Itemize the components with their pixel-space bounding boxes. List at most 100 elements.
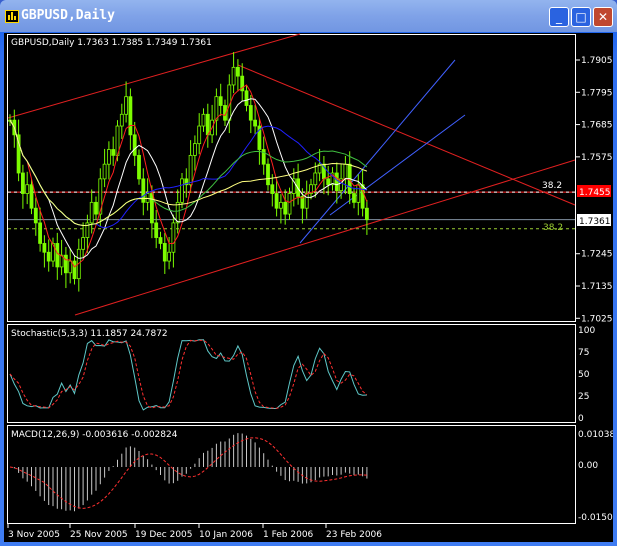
main-pane-label: GBPUSD,Daily 1.7363 1.7385 1.7349 1.7361 (11, 38, 212, 48)
close-button[interactable]: ✕ (593, 7, 613, 27)
candle-body (184, 178, 189, 186)
candle-body (304, 193, 309, 209)
candle-body (59, 254, 64, 268)
candle-body (107, 149, 111, 165)
candle-body (244, 90, 249, 106)
trend-line (237, 64, 576, 206)
candle-body (162, 243, 167, 262)
candle-body (313, 172, 318, 186)
candle-body (235, 66, 240, 77)
candle-body (326, 178, 331, 186)
macd-tick-label: 0.01038 (578, 430, 613, 440)
candle-body (102, 163, 107, 180)
candle-body (253, 119, 258, 127)
candle-body (33, 207, 38, 224)
stochastic-signal-line (9, 339, 368, 409)
trend-line (7, 33, 301, 119)
candle-body (158, 237, 163, 244)
candle-body (154, 222, 159, 238)
title-bar[interactable]: GBPUSD,Daily _ □ ✕ (0, 0, 617, 32)
chart-area[interactable]: GBPUSD,Daily 1.7363 1.7385 1.7349 1.7361… (4, 33, 613, 542)
candle-body (72, 260, 77, 280)
candle-body (283, 201, 288, 215)
time-tick-label: 25 Nov 2005 (70, 530, 128, 540)
candle-body (175, 201, 180, 224)
candle-body (167, 251, 172, 262)
candle-body (201, 113, 206, 127)
candle-body (149, 193, 154, 224)
candle-body (64, 254, 68, 274)
main-pane-border (7, 34, 576, 322)
stoch-pane-label: Stochastic(5,3,3) 11.1857 24.7872 (11, 329, 168, 339)
candle-body (128, 96, 133, 136)
candle-body (231, 66, 236, 86)
price-tick-label: 1.7575 (581, 153, 613, 163)
stoch-tick-label: 25 (578, 392, 589, 402)
candle-body (42, 243, 47, 253)
minimize-button[interactable]: _ (549, 7, 569, 27)
candle-body (274, 193, 279, 209)
candle-body (257, 125, 262, 150)
candle-body (55, 243, 60, 268)
line-price-marker (577, 185, 611, 197)
candle-body (81, 237, 85, 250)
price-tick-label: 1.7685 (581, 121, 613, 131)
candle-body (352, 193, 356, 203)
candle-body (68, 260, 73, 274)
candle-body (278, 201, 283, 209)
candle-body (300, 196, 305, 209)
candle-body (192, 143, 197, 156)
candle-body (334, 172, 339, 192)
candle-body (180, 178, 184, 203)
price-tick-label: 1.7795 (581, 88, 613, 98)
macd-pane-border (7, 425, 576, 524)
candle-body (261, 149, 266, 165)
candle-body (51, 243, 55, 262)
price-tick-label: 1.7245 (581, 250, 613, 260)
candle-body (38, 222, 42, 244)
current-price: 1.7361 (579, 217, 611, 227)
candle-body (317, 163, 322, 174)
channel-line (299, 59, 456, 244)
candle-body (98, 178, 103, 215)
price-tick-label: 1.7905 (581, 56, 613, 66)
candle-body (89, 201, 94, 224)
current-price-marker (577, 214, 611, 226)
candle-body (309, 184, 313, 194)
time-tick-label: 23 Feb 2006 (326, 530, 382, 540)
candle-body (141, 178, 146, 203)
price-tick-label: 1.7135 (581, 282, 613, 292)
moving-average-55 (9, 119, 368, 227)
moving-average-5 (9, 84, 368, 268)
candle-body (188, 154, 193, 186)
fib-label-upper: 38.2 (542, 181, 562, 191)
candle-body (287, 193, 292, 215)
candle-body (240, 75, 245, 92)
candle-body (111, 149, 116, 156)
window-title: GBPUSD,Daily (21, 8, 115, 23)
macd-tick-label: 0.00 (578, 461, 598, 471)
candle-body (132, 134, 137, 156)
candle-body (248, 105, 253, 121)
moving-average-10 (9, 98, 368, 259)
candle-body (205, 113, 210, 136)
candle-body (25, 184, 30, 194)
candle-body (356, 184, 361, 203)
price-chart[interactable]: GBPUSD,Daily 1.7363 1.7385 1.7349 1.7361… (4, 33, 613, 542)
maximize-button[interactable]: □ (571, 7, 591, 27)
time-tick-label: 10 Jan 2006 (199, 530, 253, 540)
candle-body (137, 154, 141, 180)
candle-body (360, 184, 365, 209)
candle-body (29, 184, 34, 209)
candle-body (343, 163, 348, 180)
time-tick-label: 3 Nov 2005 (8, 530, 60, 540)
candle-body (218, 96, 223, 106)
stoch-pane-border (7, 324, 576, 423)
candle-body (16, 134, 21, 174)
candle-body (214, 96, 219, 121)
stochastic-main-line (9, 339, 367, 411)
candle-body (119, 113, 124, 127)
candle-body (85, 222, 90, 238)
candle-body (197, 125, 202, 145)
